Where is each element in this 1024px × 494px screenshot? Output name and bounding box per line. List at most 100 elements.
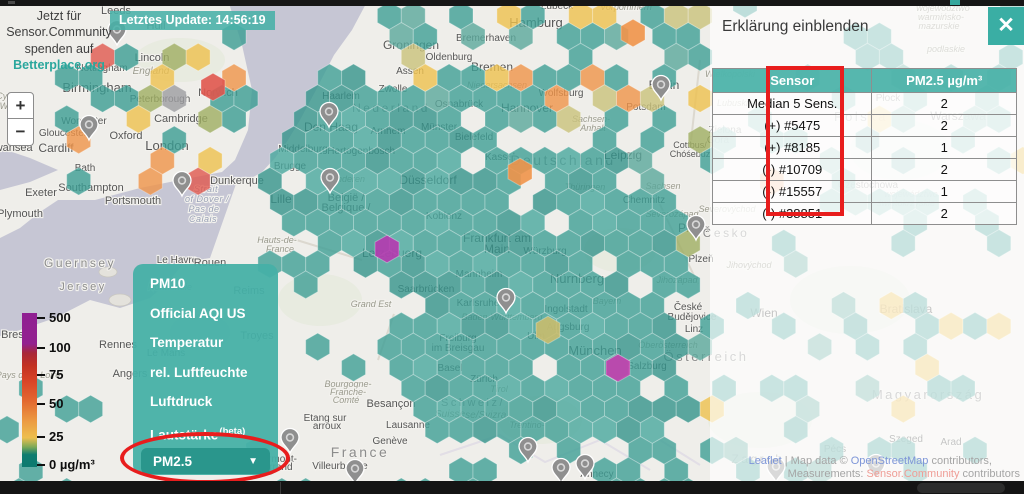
selected-layer-dropdown[interactable]: PM2.5 ▼ [141,448,270,474]
sensor-pin[interactable] [496,287,516,315]
map-label: Jersey [59,281,106,293]
legend-tick-label: 25 [49,429,64,445]
legend-tick-mark [37,403,45,405]
donation-line: Jetzt für [36,9,82,23]
bottom-bar-divider [280,482,281,494]
map-label: Pas de [188,204,219,214]
map-label: Lincoln [135,52,170,64]
layer-items: PM10 Official AQI US Temperatur rel. Luftfe… [133,269,278,417]
map-label: Franche- [330,387,366,397]
map-label: Etang sur [304,413,347,424]
top-letterbox-bar [0,0,1024,6]
map-label: Oxford [109,130,142,142]
leaflet-link[interactable]: Leaflet [748,455,782,467]
layer-item-rel-luftfeuchte[interactable]: rel. Luftfeuchte [150,364,248,380]
map-label: Calais [189,214,217,224]
sensor-pin[interactable] [172,170,192,198]
map-label: České [674,300,703,313]
donation-line: Sensor.Community [6,25,112,40]
table-header-cell: Sensor [711,68,873,93]
map-label: Grand Est [351,299,392,309]
sensor-id-cell: Median 5 Sens. [711,92,873,115]
table-row: (-) #15557 1 [711,180,1017,203]
panel-title-toggle[interactable]: Erklärung einblenden [722,18,869,35]
legend-tick-mark [37,464,45,466]
map-attribution: Leaflet | Map data © OpenStreetMap contr… [749,455,1020,480]
sensor-pin[interactable] [79,114,99,142]
map-label: Brest [1,329,27,341]
sensor-pin[interactable] [651,74,671,102]
table-header-cell: PM2.5 µg/m³ [871,68,1017,93]
table-row: (+) #5475 2 [711,114,1017,137]
openstreetmap-link[interactable]: OpenStreetMap [850,455,929,467]
zoom-out-button[interactable]: − [7,119,34,146]
sensor-value-cell: 1 [871,180,1017,203]
sensor-id-cell: (+) #8185 [711,136,873,159]
attribution-line1: Leaflet | Map data © OpenStreetMap contr… [749,455,1020,468]
map-label: Lausanne [386,420,430,431]
map-label: Cambridge [154,113,208,125]
layer-item-lautstaerke[interactable]: Lautstärke (beta) [133,417,278,447]
map-label: Cardiff [38,141,74,155]
map-label: Besançon [367,398,416,410]
map-label: Dunkerque [210,175,264,187]
map-label: Le Havre [157,255,198,266]
legend-tick-label: 100 [49,340,71,356]
layer-item-pm10[interactable]: PM10 [150,276,186,291]
sensor-pin[interactable] [551,457,571,485]
attribution-text: contributors [959,467,1020,480]
map-label: Linz [685,324,703,335]
layer-item-temperatur[interactable]: Temperatur [150,335,224,350]
map-label: Exeter [25,187,57,199]
map-label: arroux [313,421,341,432]
sensor-table: Sensor PM2.5 µg/m³ Median 5 Sens. 2 (+) #54… [711,68,1017,225]
sensor-pin[interactable] [345,458,365,486]
sensor-value-cell: 2 [871,158,1017,181]
sensor-pin[interactable] [686,214,706,242]
map-label: Sachsen- [572,114,610,124]
close-button[interactable]: ✕ [988,7,1024,45]
legend-tick-label: 500 [49,310,71,326]
sensor-id-cell: (+) #5475 [711,114,873,137]
map-label: Guernsey [44,256,116,270]
map-label: Oldenburg [426,52,473,63]
legend-tick-mark [37,436,45,438]
close-icon: ✕ [997,14,1015,37]
sensor-value-cell: 2 [871,114,1017,137]
sensor-id-cell: (-) #15557 [711,180,873,203]
table-row: (-) #10709 2 [711,158,1017,181]
map-label: France [331,444,390,460]
sensor-pin[interactable] [518,436,538,464]
map-label: Comté [333,395,360,405]
sensor-id-cell: (-) #10709 [711,158,873,181]
legend-tick-mark [37,347,45,349]
sensor-value-cell: 1 [871,136,1017,159]
table-row: (+) #8185 1 [711,136,1017,159]
map-label: Genève [372,436,407,447]
beta-tag: (beta) [219,425,246,437]
layer-item-label: Lautstärke [150,427,219,442]
map-label: Bourgogne- [324,379,371,389]
legend-tick-label: 75 [49,367,64,383]
attribution-text: Measurements: [787,467,867,480]
sensor-pin[interactable] [319,101,339,129]
attribution-text: | Map data © [781,455,851,467]
sensor-value-cell: 2 [871,92,1017,115]
sensor-pin[interactable] [320,167,340,195]
sensor-pin[interactable] [575,453,595,481]
layer-select-menu: PM10 Official AQI US Temperatur rel. Luftfe… [133,264,278,475]
sensor-community-link[interactable]: Sensor.Community [866,467,960,480]
chevron-down-icon: ▼ [248,455,258,467]
legend-tick-mark [37,374,45,376]
zoom-in-button[interactable]: + [7,92,34,119]
donation-note: Jetzt für Sensor.Community spenden auf B… [4,8,114,73]
layer-item-official-aqi-us[interactable]: Official AQI US [150,305,246,321]
map-label: Plzeň [688,254,713,265]
map-label: Plymouth [0,208,43,220]
layer-item-luftdruck[interactable]: Luftdruck [150,394,213,409]
sensor-id-cell: (-) #38851 [711,202,873,225]
sensor-value-cell: 2 [871,202,1017,225]
betterplace-link[interactable]: Betterplace.org [13,57,105,72]
